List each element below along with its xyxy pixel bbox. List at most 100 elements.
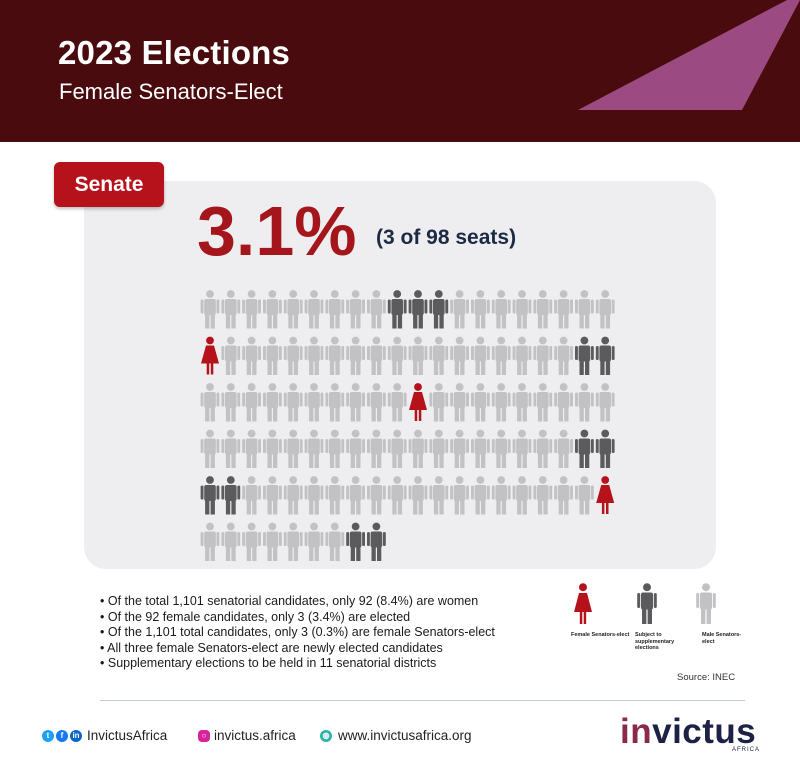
pictogram-male-figure — [595, 383, 615, 422]
pictogram-male-figure — [263, 336, 282, 375]
pictogram-male-figure — [471, 429, 490, 468]
note-item: All three female Senators-elect are newl… — [100, 641, 495, 657]
pictogram-male-figure — [325, 476, 345, 515]
pictogram-female-figure — [409, 383, 427, 421]
legend-supplementary-label: Subject to supplementary elections — [635, 632, 675, 651]
pictogram-male-figure — [346, 336, 365, 375]
pictogram-male-figure — [367, 336, 386, 375]
pictogram-male-figure — [408, 429, 428, 468]
pictogram-male-figure — [304, 336, 324, 375]
pictogram-male-figure — [242, 336, 261, 375]
note-item: Of the 1,101 total candidates, only 3 (0… — [100, 625, 495, 641]
pictogram-male-figure — [304, 383, 324, 422]
social-handle-link[interactable]: t f in InvictusAfrica — [42, 728, 167, 743]
pictogram-male-figure — [387, 476, 407, 515]
legend-male-label: Male Senators-elect — [702, 632, 742, 645]
pictogram-male-figure — [200, 290, 220, 329]
pictogram-male-figure — [575, 383, 594, 422]
pictogram-male-figure — [200, 429, 220, 468]
pictogram-male-figure — [533, 290, 553, 329]
pictogram-male-figure — [533, 429, 553, 468]
pictogram-male-figure — [491, 336, 511, 375]
pictogram-male-figure — [595, 290, 615, 329]
pictogram-male-figure — [263, 522, 282, 561]
invictus-logo-sub: AFRICA — [732, 747, 761, 753]
pictogram-male-figure — [491, 290, 511, 329]
pictogram-male-figure — [263, 383, 282, 422]
pictogram-male-figure — [242, 429, 261, 468]
pictogram-male-figure — [512, 336, 532, 375]
pictogram-male-figure — [491, 429, 511, 468]
pictogram-male-figure — [408, 476, 428, 515]
pictogram-supplementary-figure — [200, 476, 220, 515]
pictogram-male-figure — [346, 290, 365, 329]
pictogram-male-figure — [242, 383, 261, 422]
website-link[interactable]: ◍ www.invictusafrica.org — [320, 728, 472, 743]
pictogram-male-figure — [387, 383, 407, 422]
pictogram-male-figure — [367, 290, 386, 329]
header-banner: 2023 Elections Female Senators-Elect — [0, 0, 800, 142]
pictogram-male-figure — [408, 336, 428, 375]
pictogram-supplementary-figure — [367, 522, 386, 561]
pictogram-male-figure — [429, 476, 449, 515]
legend-female-icon — [574, 583, 592, 624]
globe-icon: ◍ — [320, 729, 332, 742]
pictogram-supplementary-figure — [595, 336, 615, 375]
pictogram-male-figure — [471, 383, 490, 422]
pictogram-male-figure — [283, 429, 303, 468]
footer-divider — [100, 700, 745, 701]
legend-supplementary-icon — [637, 583, 657, 624]
pictogram-supplementary-figure — [387, 290, 407, 329]
pictogram-male-figure — [200, 522, 220, 561]
pictogram-male-figure — [325, 383, 345, 422]
pictogram-female-figure — [596, 476, 615, 514]
pictogram-male-figure — [554, 336, 573, 375]
page-title: 2023 Elections — [58, 34, 291, 71]
pictogram-male-figure — [263, 476, 282, 515]
twitter-icon: t — [42, 729, 54, 742]
pictogram-male-figure — [221, 383, 241, 422]
instagram-link[interactable]: ○ invictus.africa — [198, 728, 296, 743]
pictogram-male-figure — [263, 290, 282, 329]
pictogram-female-figure — [201, 336, 219, 375]
pictogram-male-figure — [304, 429, 324, 468]
pictogram-male-figure — [512, 429, 532, 468]
pictogram-male-figure — [283, 476, 303, 515]
header-accent-shape — [578, 0, 800, 110]
pictogram-male-figure — [471, 290, 490, 329]
pictogram-male-figure — [450, 290, 469, 329]
pictogram-male-figure — [512, 476, 532, 515]
pictogram-male-figure — [200, 383, 220, 422]
instagram-icon: ○ — [198, 729, 210, 742]
pictogram-male-figure — [263, 429, 282, 468]
pictogram-supplementary-figure — [221, 476, 241, 515]
pictogram-male-figure — [367, 383, 386, 422]
pictogram-male-figure — [554, 429, 573, 468]
headline-seats: (3 of 98 seats) — [376, 226, 517, 249]
legend-female-label: Female Senators-elect — [571, 632, 630, 638]
instagram-text: invictus.africa — [214, 728, 296, 743]
note-item: Of the 92 female candidates, only 3 (3.4… — [100, 610, 495, 626]
pictogram-male-figure — [221, 429, 241, 468]
pictogram-male-figure — [283, 383, 303, 422]
pictogram-male-figure — [450, 336, 469, 375]
linkedin-icon: in — [70, 729, 82, 742]
pictogram-male-figure — [512, 290, 532, 329]
pictogram-male-figure — [533, 383, 553, 422]
invictus-logo: invictus — [620, 712, 757, 751]
notes-list: Of the total 1,101 senatorial candidates… — [100, 594, 495, 672]
pictogram-male-figure — [221, 522, 241, 561]
pictogram-supplementary-figure — [575, 429, 594, 468]
pictogram-male-figure — [471, 476, 490, 515]
source-note: Source: INEC — [677, 672, 736, 683]
pictogram-male-figure — [242, 476, 261, 515]
pictogram-male-figure — [554, 383, 573, 422]
headline-percent: 3.1% — [197, 192, 357, 270]
pictogram-male-figure — [283, 290, 303, 329]
pictogram-male-figure — [429, 383, 449, 422]
pictogram-male-figure — [304, 476, 324, 515]
pictogram-male-figure — [283, 522, 303, 561]
facebook-icon: f — [56, 729, 68, 742]
pictogram-male-figure — [325, 336, 345, 375]
note-item: Of the total 1,101 senatorial candidates… — [100, 594, 495, 610]
